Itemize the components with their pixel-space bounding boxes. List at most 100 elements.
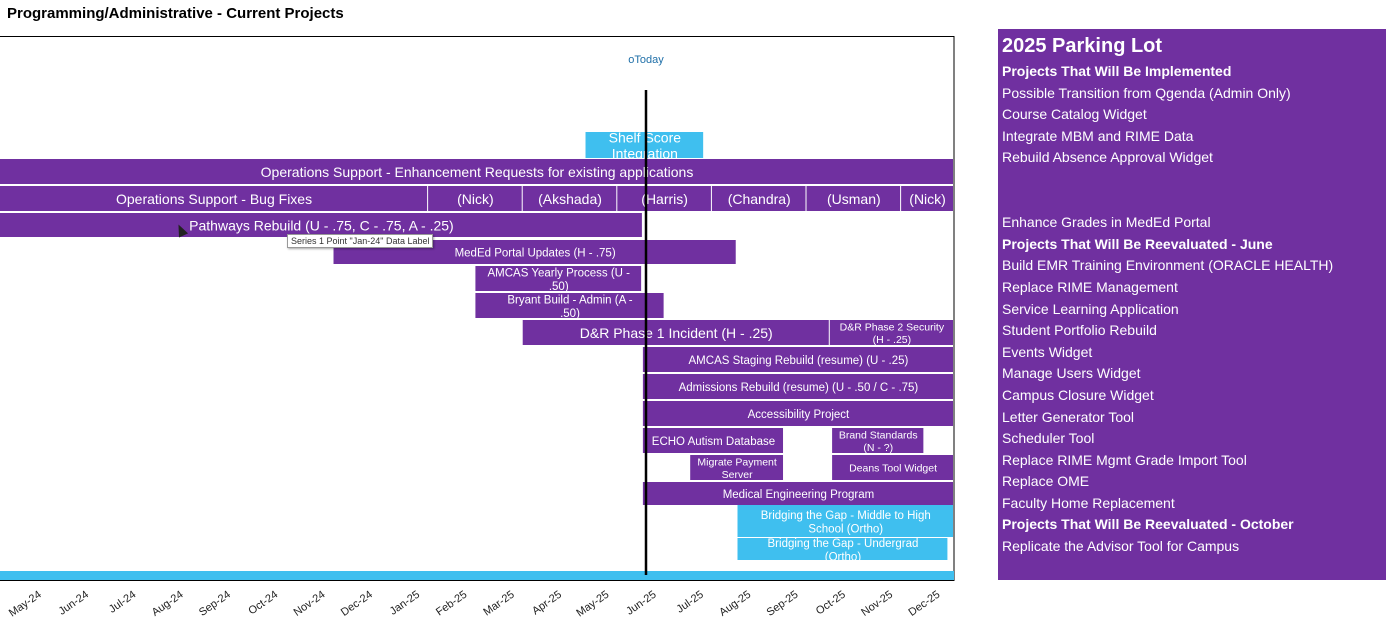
x-tick-label: Jun-25 (624, 589, 658, 618)
x-tick-label: Dec-24 (339, 589, 375, 619)
parking-lot-title: 2025 Parking Lot (1002, 35, 1163, 57)
task-bar: Brand Standards (N - ?) (832, 428, 924, 454)
task-bar-rect (475, 293, 664, 318)
task-bar: Operations Support - Bug Fixes (0, 186, 428, 211)
task-bar-rect (829, 320, 953, 345)
x-tick-label: Jun-24 (57, 589, 91, 618)
page-title: Programming/Administrative - Current Pro… (7, 5, 344, 22)
x-tick-label: Aug-24 (150, 589, 186, 619)
task-label-line: Bryant Build - Admin (A - (507, 294, 632, 306)
task-label: (Harris) (641, 191, 688, 207)
task-bar: (Akshada) (522, 186, 617, 211)
task-label: Migrate Payment Server (697, 456, 776, 481)
task-bar: Deans Tool Widget (832, 455, 953, 480)
parking-lot-panel: 2025 Parking Lot Projects That Will Be I… (998, 29, 1386, 580)
parking-lot-item (1002, 191, 1382, 213)
parking-lot-item: Replace OME (1002, 473, 1090, 490)
task-bar: Shelf ScoreIntegration (585, 129, 704, 161)
task-bar-rect (642, 347, 953, 372)
parking-lot-item: Replace RIME Management (1002, 278, 1178, 295)
task-bar-rect (806, 186, 901, 211)
task-bar: (Harris) (617, 186, 711, 211)
parking-lot-item (1002, 169, 1382, 191)
task-label: Operations Support - Enhancement Request… (261, 164, 694, 180)
task-bar-rect (522, 320, 829, 345)
parking-lot-item: Rebuild Absence Approval Widget (1002, 149, 1213, 166)
task-bar: Pathways Rebuild (U - .75, C - .75, A - … (0, 213, 642, 237)
parking-lot-item: Enhance Grades in MedEd Portal (1002, 214, 1211, 231)
x-tick-label: Feb-25 (434, 589, 469, 619)
parking-lot-item: Possible Transition from Qgenda (Admin O… (1002, 84, 1291, 101)
x-tick-label: Jul-24 (107, 589, 138, 616)
task-label: Bridging the Gap - Undergrad (Ortho) (768, 538, 919, 564)
x-tick-label: Mar-25 (481, 589, 516, 619)
x-tick-label: Nov-24 (292, 589, 328, 619)
task-bar-rect (642, 428, 784, 453)
x-tick-label: Aug-25 (717, 589, 753, 619)
task-bar-rect (901, 186, 953, 211)
task-bar: (Nick) (901, 186, 953, 211)
task-bar-rect (832, 455, 953, 480)
task-label-line: Bridging the Gap - Middle to High (761, 510, 931, 522)
task-bar-rect (617, 186, 711, 211)
task-bar: AMCAS Staging Rebuild (resume) (U - .25) (642, 347, 953, 372)
parking-lot-heading: Projects That Will Be Reevaluated - June (1002, 235, 1273, 252)
task-bar-rect (475, 266, 642, 291)
task-bar: AMCAS Yearly Process (U - .50) (475, 266, 642, 293)
gantt-chart: May-24 Jun-24 Jul-24 Aug-24 Sep-24 Oct-24 Nov-… (0, 36, 955, 619)
parking-lot-item: Campus Closure Widget (1002, 386, 1154, 403)
x-tick-label: May-25 (574, 589, 611, 619)
task-label: D&R Phase 1 Incident (H - .25) (580, 325, 773, 341)
parking-lot-item: Scheduler Tool (1002, 430, 1095, 447)
task-label-line: (H - .25) (873, 334, 912, 346)
task-label: Bryant Build - Admin (A - .50) (507, 294, 632, 320)
task-bar: (Chandra) (711, 186, 806, 211)
task-bar: Accessibility Project (642, 401, 953, 426)
parking-lot-item: Course Catalog Widget (1002, 106, 1147, 123)
axis-bar (0, 571, 954, 580)
parking-lot-item: Events Widget (1002, 343, 1093, 360)
task-label-line: Server (722, 469, 753, 481)
x-tick-label: Apr-25 (530, 589, 564, 618)
task-label-line: (Ortho) (825, 551, 862, 563)
task-bar: Bridging the Gap - Middle to High School … (737, 505, 953, 537)
task-label: AMCAS Yearly Process (U - .50) (488, 267, 631, 293)
task-label: Bridging the Gap - Middle to High School … (761, 510, 931, 536)
task-label: (Nick) (909, 191, 946, 207)
parking-lot-item: Replace RIME Mgmt Grade Import Tool (1002, 451, 1247, 468)
task-label-line: .50) (549, 281, 569, 293)
task-bar-rect (690, 455, 784, 480)
task-bar: D&R Phase 1 Incident (H - .25) (522, 320, 829, 345)
task-label: (Nick) (457, 191, 494, 207)
task-bar-rect (642, 401, 953, 426)
task-bar-rect (832, 428, 924, 453)
task-label-line: .50) (560, 308, 580, 320)
x-tick-label: May-24 (7, 589, 44, 619)
task-label: (Usman) (827, 191, 881, 207)
parking-lot-heading: Projects That Will Be Reevaluated - Octo… (1002, 516, 1294, 533)
task-label-line: AMCAS Yearly Process (U - (488, 267, 631, 279)
parking-lot-item: Faculty Home Replacement (1002, 494, 1175, 511)
x-tick-label: Jul-25 (674, 589, 705, 616)
task-label: D&R Phase 2 Security (H - .25) (840, 321, 945, 346)
x-tick-label: Oct-25 (814, 589, 848, 618)
task-bar-rect (0, 159, 953, 184)
parking-lot-item: Build EMR Training Environment (ORACLE H… (1002, 257, 1334, 274)
parking-lot-item: Replicate the Advisor Tool for Campus (1002, 538, 1240, 555)
task-bar-rect (585, 132, 704, 158)
task-bar-rect (522, 186, 617, 211)
task-label: AMCAS Staging Rebuild (resume) (U - .25) (689, 355, 909, 367)
x-tick-label: Sep-25 (765, 589, 801, 619)
task-label-line: (N - ?) (863, 442, 893, 454)
data-label-tooltip: Series 1 Point "Jan-24" Data Label (287, 234, 434, 248)
task-bar: (Nick) (428, 186, 522, 211)
task-bar-rect (642, 482, 953, 505)
task-label: Accessibility Project (748, 409, 850, 421)
parking-lot-item: Manage Users Widget (1002, 365, 1141, 382)
task-label: Operations Support - Bug Fixes (116, 191, 312, 207)
parking-lot-item: Integrate MBM and RIME Data (1002, 127, 1194, 144)
task-bar: Admissions Rebuild (resume) (U - .50 / C… (642, 374, 953, 399)
task-bar-rect (737, 538, 948, 560)
task-bar: Operations Support - Enhancement Request… (0, 159, 953, 184)
task-label: (Chandra) (728, 191, 791, 207)
